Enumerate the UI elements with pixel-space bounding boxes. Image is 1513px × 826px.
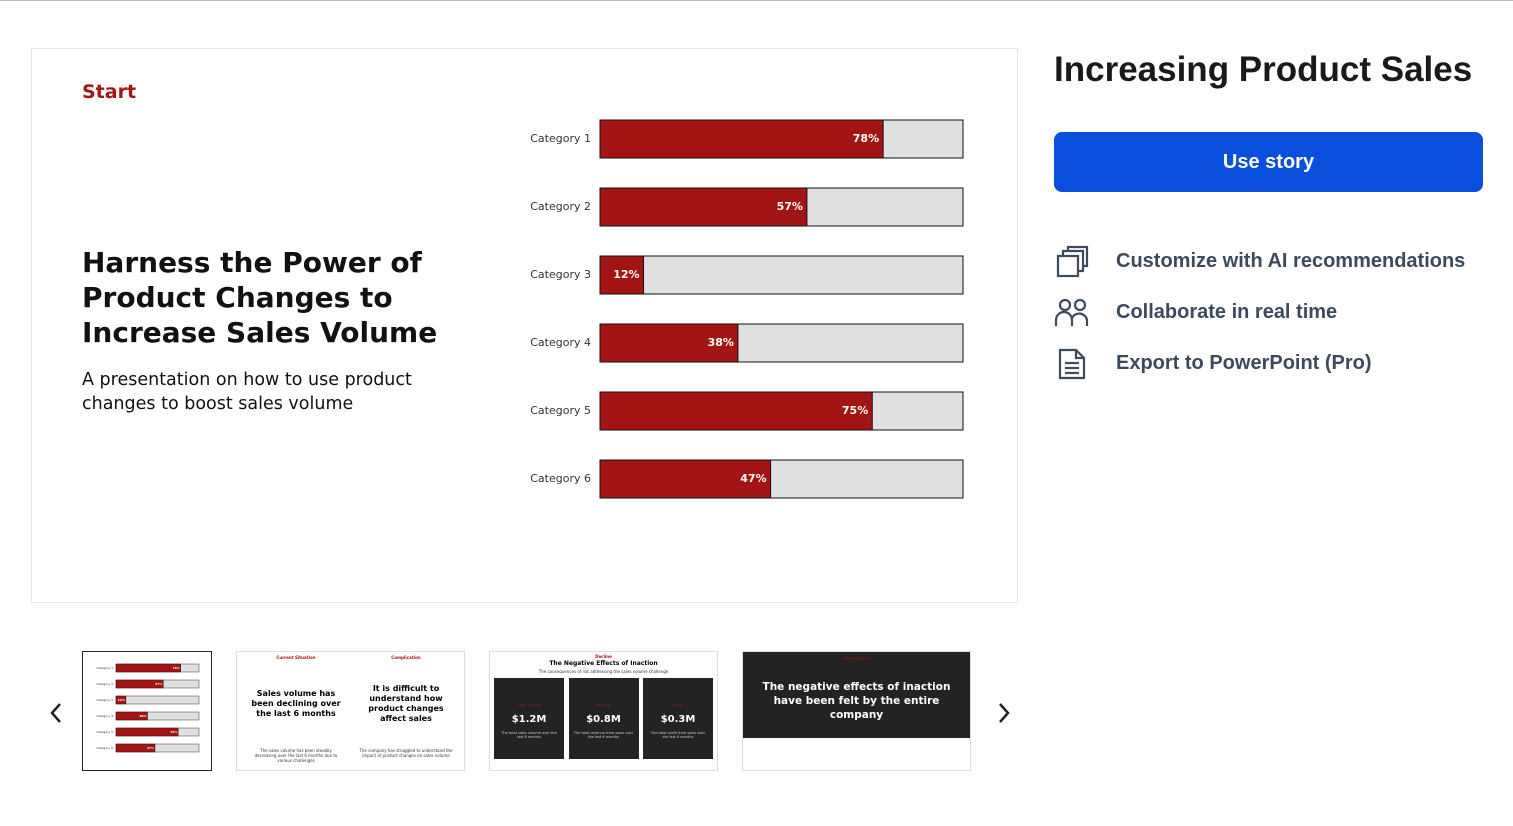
metric-label: Sales Volume	[517, 703, 541, 707]
bar	[115, 679, 164, 689]
document-icon	[1058, 348, 1086, 380]
value-label: 12%	[613, 268, 639, 281]
value-label: 78%	[853, 132, 879, 145]
use-story-button[interactable]: Use story	[1054, 132, 1483, 192]
bar	[115, 695, 127, 705]
bar	[115, 663, 181, 673]
thumbnail-4[interactable]: Consequence The negative effects of inac…	[742, 651, 971, 771]
feature-ai: Customize with AI recommendations	[1116, 250, 1466, 272]
thumb-title: The Negative Effects of Inaction	[549, 660, 658, 667]
value-label: 38%	[139, 714, 146, 718]
value-label: 38%	[708, 336, 734, 349]
bar	[115, 727, 179, 737]
value-label: 78%	[173, 666, 180, 670]
thumb-heading: Consequence	[842, 656, 871, 661]
thumb-heading: Current Situation	[276, 655, 316, 660]
category-label: Category 1	[530, 132, 591, 145]
bar	[115, 711, 148, 721]
bar-track	[115, 695, 200, 705]
category-label: Category 6	[96, 746, 113, 750]
category-label: Category 5	[96, 730, 113, 734]
category-label: Category 6	[530, 472, 591, 485]
people-icon	[1054, 298, 1089, 326]
slide-label: Start	[82, 81, 137, 103]
metric-text: The total profit from sales over the las…	[650, 731, 706, 739]
bar	[115, 743, 156, 753]
thumb-title: It is difficult to understand how produc…	[368, 684, 444, 723]
thumb-text: The sales volume has been steadily decre…	[254, 748, 338, 763]
metric-box: Profit $0.3M The total profit from sales o…	[643, 678, 713, 759]
bar	[599, 255, 645, 295]
metric-box: Revenue $0.8M The total revenue from sales…	[568, 678, 639, 759]
copy-icon	[1056, 245, 1089, 278]
thumb-heading: Complication	[391, 655, 421, 660]
thumbnail-2[interactable]: Current Situation Complication Sales vol…	[236, 651, 465, 771]
thumb-title: The negative effects of inaction have be…	[762, 681, 951, 721]
category-label: Category 4	[96, 714, 113, 718]
metric-value: $0.3M	[660, 714, 696, 725]
feature-icons	[1054, 245, 1089, 380]
feature-export: Export to PowerPoint (Pro)	[1116, 352, 1372, 374]
bar	[599, 391, 873, 431]
top-border	[0, 0, 1513, 1]
metric-label: Revenue	[595, 703, 612, 707]
metric-text: The total sales volume over the last 6 m…	[501, 731, 557, 739]
metric-value: $1.2M	[511, 714, 547, 725]
bar	[599, 119, 884, 159]
metric-box: Sales Volume $1.2M The total sales volume …	[494, 678, 564, 759]
value-label: 75%	[170, 730, 177, 734]
thumb-subtitle: The consequences of not addressing the s…	[538, 669, 669, 674]
category-label: Category 2	[96, 682, 113, 686]
thumb-text: The company has struggled to understand …	[359, 748, 453, 758]
thumb-dark-panel	[743, 652, 970, 738]
category-label: Category 3	[96, 698, 113, 702]
thumbnail-3[interactable]: Decline The Negative Effects of Inaction…	[489, 651, 718, 771]
thumb-heading: Decline	[595, 654, 612, 659]
value-label: 57%	[777, 200, 803, 213]
metric-label: Profit	[673, 703, 683, 707]
category-label: Category 3	[530, 268, 591, 281]
thumb-title: Sales volume has been declining over the…	[251, 689, 341, 718]
slide-title: Harness the Power of Product Changes to …	[82, 246, 438, 349]
category-label: Category 4	[530, 336, 591, 349]
value-label: 47%	[740, 472, 766, 485]
category-label: Category 1	[96, 666, 113, 670]
metric-value: $0.8M	[586, 714, 621, 725]
mini-chart: Category 1 78% Category 2 57% Category 3 12% C…	[96, 663, 200, 753]
slide-subtitle: A presentation on how to use product cha…	[82, 370, 412, 414]
category-label: Category 5	[530, 404, 591, 417]
value-label: 57%	[155, 682, 162, 686]
value-label: 12%	[118, 698, 125, 702]
bar	[599, 323, 739, 363]
category-label: Category 2	[530, 200, 591, 213]
bar-chart: Category 1 78% Category 2 57% Category 3 12% C…	[530, 119, 964, 499]
thumbnail-1[interactable]: Category 1 78% Category 2 57% Category 3 12% C…	[82, 651, 212, 771]
story-title: Increasing Product Sales	[1054, 50, 1473, 89]
prev-arrow[interactable]	[46, 700, 66, 726]
value-label: 47%	[147, 746, 154, 750]
next-arrow[interactable]	[994, 700, 1014, 726]
value-label: 75%	[842, 404, 868, 417]
metric-text: The total revenue from sales over the la…	[573, 731, 634, 739]
bar	[599, 187, 808, 227]
slide-preview: Start Harness the Power of Product Chang…	[31, 48, 1018, 603]
bar-track	[599, 255, 964, 295]
feature-collaborate: Collaborate in real time	[1116, 301, 1338, 323]
bar	[599, 459, 772, 499]
